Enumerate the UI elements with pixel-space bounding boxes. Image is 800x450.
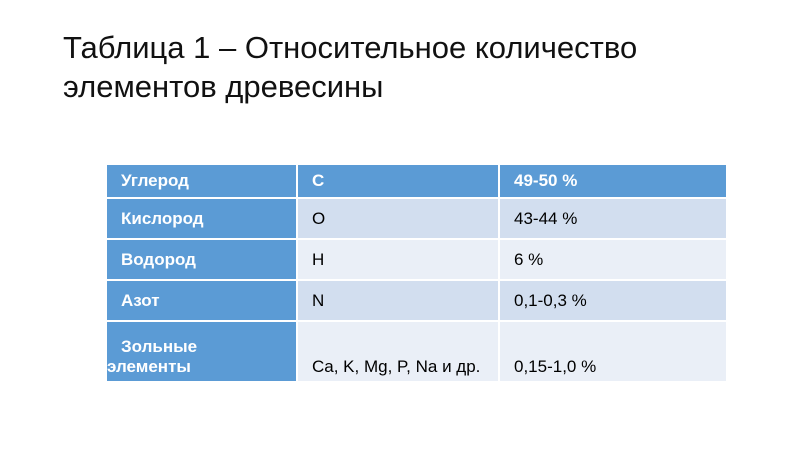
element-amount: 0,15-1,0 % (498, 320, 728, 383)
element-symbol: O (296, 197, 500, 240)
table-row: Кислород O 43-44 % (105, 197, 728, 240)
table-row: Азот N 0,1-0,3 % (105, 279, 728, 322)
elements-table: Углерод C 49-50 % Кислород O 43-44 % Вод… (105, 163, 728, 383)
element-symbol: Ca, K, Mg, P, Na и др. (296, 320, 500, 383)
element-symbol: H (296, 238, 500, 281)
table-row: Углерод C 49-50 % (105, 163, 728, 199)
element-amount: 6 % (498, 238, 728, 281)
element-amount: 0,1-0,3 % (498, 279, 728, 322)
element-name: Зольные элементы (105, 320, 298, 383)
element-symbol: C (296, 163, 500, 199)
element-symbol: N (296, 279, 500, 322)
table-row: Зольные элементы Ca, K, Mg, P, Na и др. … (105, 320, 728, 383)
element-amount: 49-50 % (498, 163, 728, 199)
element-name-line1: Зольные (121, 337, 198, 356)
element-name: Водород (105, 238, 298, 281)
slide-title: Таблица 1 – Относительное количество эле… (63, 30, 638, 104)
element-name-line2: элементы (107, 357, 191, 376)
element-name: Азот (105, 279, 298, 322)
element-name: Кислород (105, 197, 298, 240)
element-name: Углерод (105, 163, 298, 199)
element-amount: 43-44 % (498, 197, 728, 240)
table-row: Водород H 6 % (105, 238, 728, 281)
